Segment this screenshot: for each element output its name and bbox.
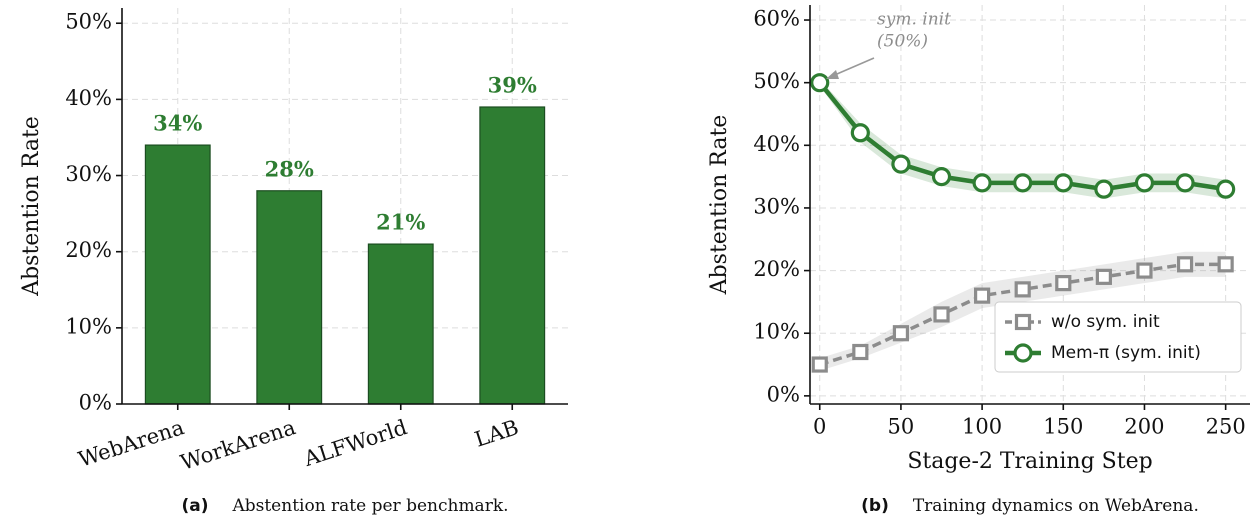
- data-label: 28%: [265, 156, 314, 181]
- caption-label: (b): [861, 496, 889, 516]
- y-tick-label: 20%: [753, 257, 800, 281]
- point: [1176, 256, 1194, 273]
- annotation: (50%): [877, 32, 928, 52]
- bar: [367, 243, 434, 405]
- point: [931, 167, 952, 187]
- point: [1013, 173, 1033, 193]
- annotation-arrow: [829, 57, 875, 78]
- point: [1053, 173, 1073, 193]
- bar: [256, 190, 323, 405]
- caption: (a) Abstention rate per benchmark.: [181, 496, 508, 517]
- point: [972, 173, 992, 193]
- point: [852, 343, 869, 361]
- y-tick-label: 10%: [753, 320, 800, 344]
- caption-label: (a): [181, 496, 208, 516]
- x-tick-label: 100: [962, 415, 1002, 439]
- y-axis-label: Abstention Rate: [707, 115, 732, 296]
- legend-marker: [1013, 343, 1033, 363]
- y-tick-label: 30%: [65, 162, 112, 186]
- bar: [479, 106, 546, 405]
- data-label: 39%: [488, 73, 537, 98]
- point: [1175, 173, 1195, 193]
- data-label: 34%: [153, 111, 202, 136]
- x-tick-label: 50: [888, 415, 915, 439]
- y-tick-label: 50%: [753, 69, 800, 93]
- x-tick-label: 150: [1043, 415, 1083, 439]
- caption-text: Abstention rate per benchmark.: [231, 496, 508, 516]
- point: [1216, 179, 1236, 199]
- x-tick-label: ALFWorld: [300, 415, 410, 471]
- x-tick-label: WebArena: [76, 415, 187, 472]
- x-tick-label: 0: [813, 415, 826, 439]
- y-axis-label: Abstention Rate: [19, 116, 44, 297]
- point: [1094, 179, 1114, 199]
- x-tick-label: 200: [1124, 415, 1164, 439]
- legend-label: w/o sym. init: [1051, 312, 1160, 332]
- legend-marker: [1014, 313, 1032, 331]
- point: [1014, 281, 1031, 298]
- y-tick-label: 40%: [753, 132, 800, 156]
- x-axis-label: Stage-2 Training Step: [907, 449, 1152, 474]
- series-line: [817, 81, 1226, 192]
- point: [933, 306, 950, 323]
- point: [1136, 262, 1153, 279]
- x-tick-label: LAB: [472, 415, 522, 452]
- uncertainty-band: [819, 251, 1226, 371]
- y-tick-label: 0%: [767, 382, 800, 406]
- legend-box: [994, 301, 1242, 373]
- caption-text: Training dynamics on WebArena.: [913, 496, 1199, 516]
- x-tick-label: 250: [1206, 415, 1246, 439]
- y-tick-label: 0%: [79, 391, 112, 415]
- y-tick-label: 50%: [65, 10, 112, 34]
- x-tick-label: WorkArena: [178, 415, 299, 475]
- point: [1055, 275, 1072, 292]
- point: [1217, 256, 1234, 273]
- bar: [144, 144, 211, 405]
- point: [811, 356, 828, 373]
- point: [810, 73, 830, 93]
- y-tick-label: 60%: [753, 7, 800, 31]
- point: [892, 325, 910, 342]
- y-tick-label: 30%: [753, 194, 800, 218]
- legend-label: Mem-π (sym. init): [1051, 343, 1201, 363]
- y-tick-label: 20%: [65, 238, 112, 262]
- point: [1134, 173, 1155, 193]
- caption: (b) Training dynamics on WebArena.: [861, 496, 1199, 517]
- y-tick-label: 10%: [65, 314, 112, 338]
- point: [850, 123, 870, 143]
- data-label: 21%: [376, 210, 425, 235]
- y-tick-label: 40%: [65, 86, 112, 110]
- point: [1095, 268, 1112, 285]
- annotation-arrowhead: [826, 70, 839, 79]
- annotation: sym. init: [877, 10, 951, 30]
- point: [974, 287, 991, 304]
- point: [891, 154, 911, 174]
